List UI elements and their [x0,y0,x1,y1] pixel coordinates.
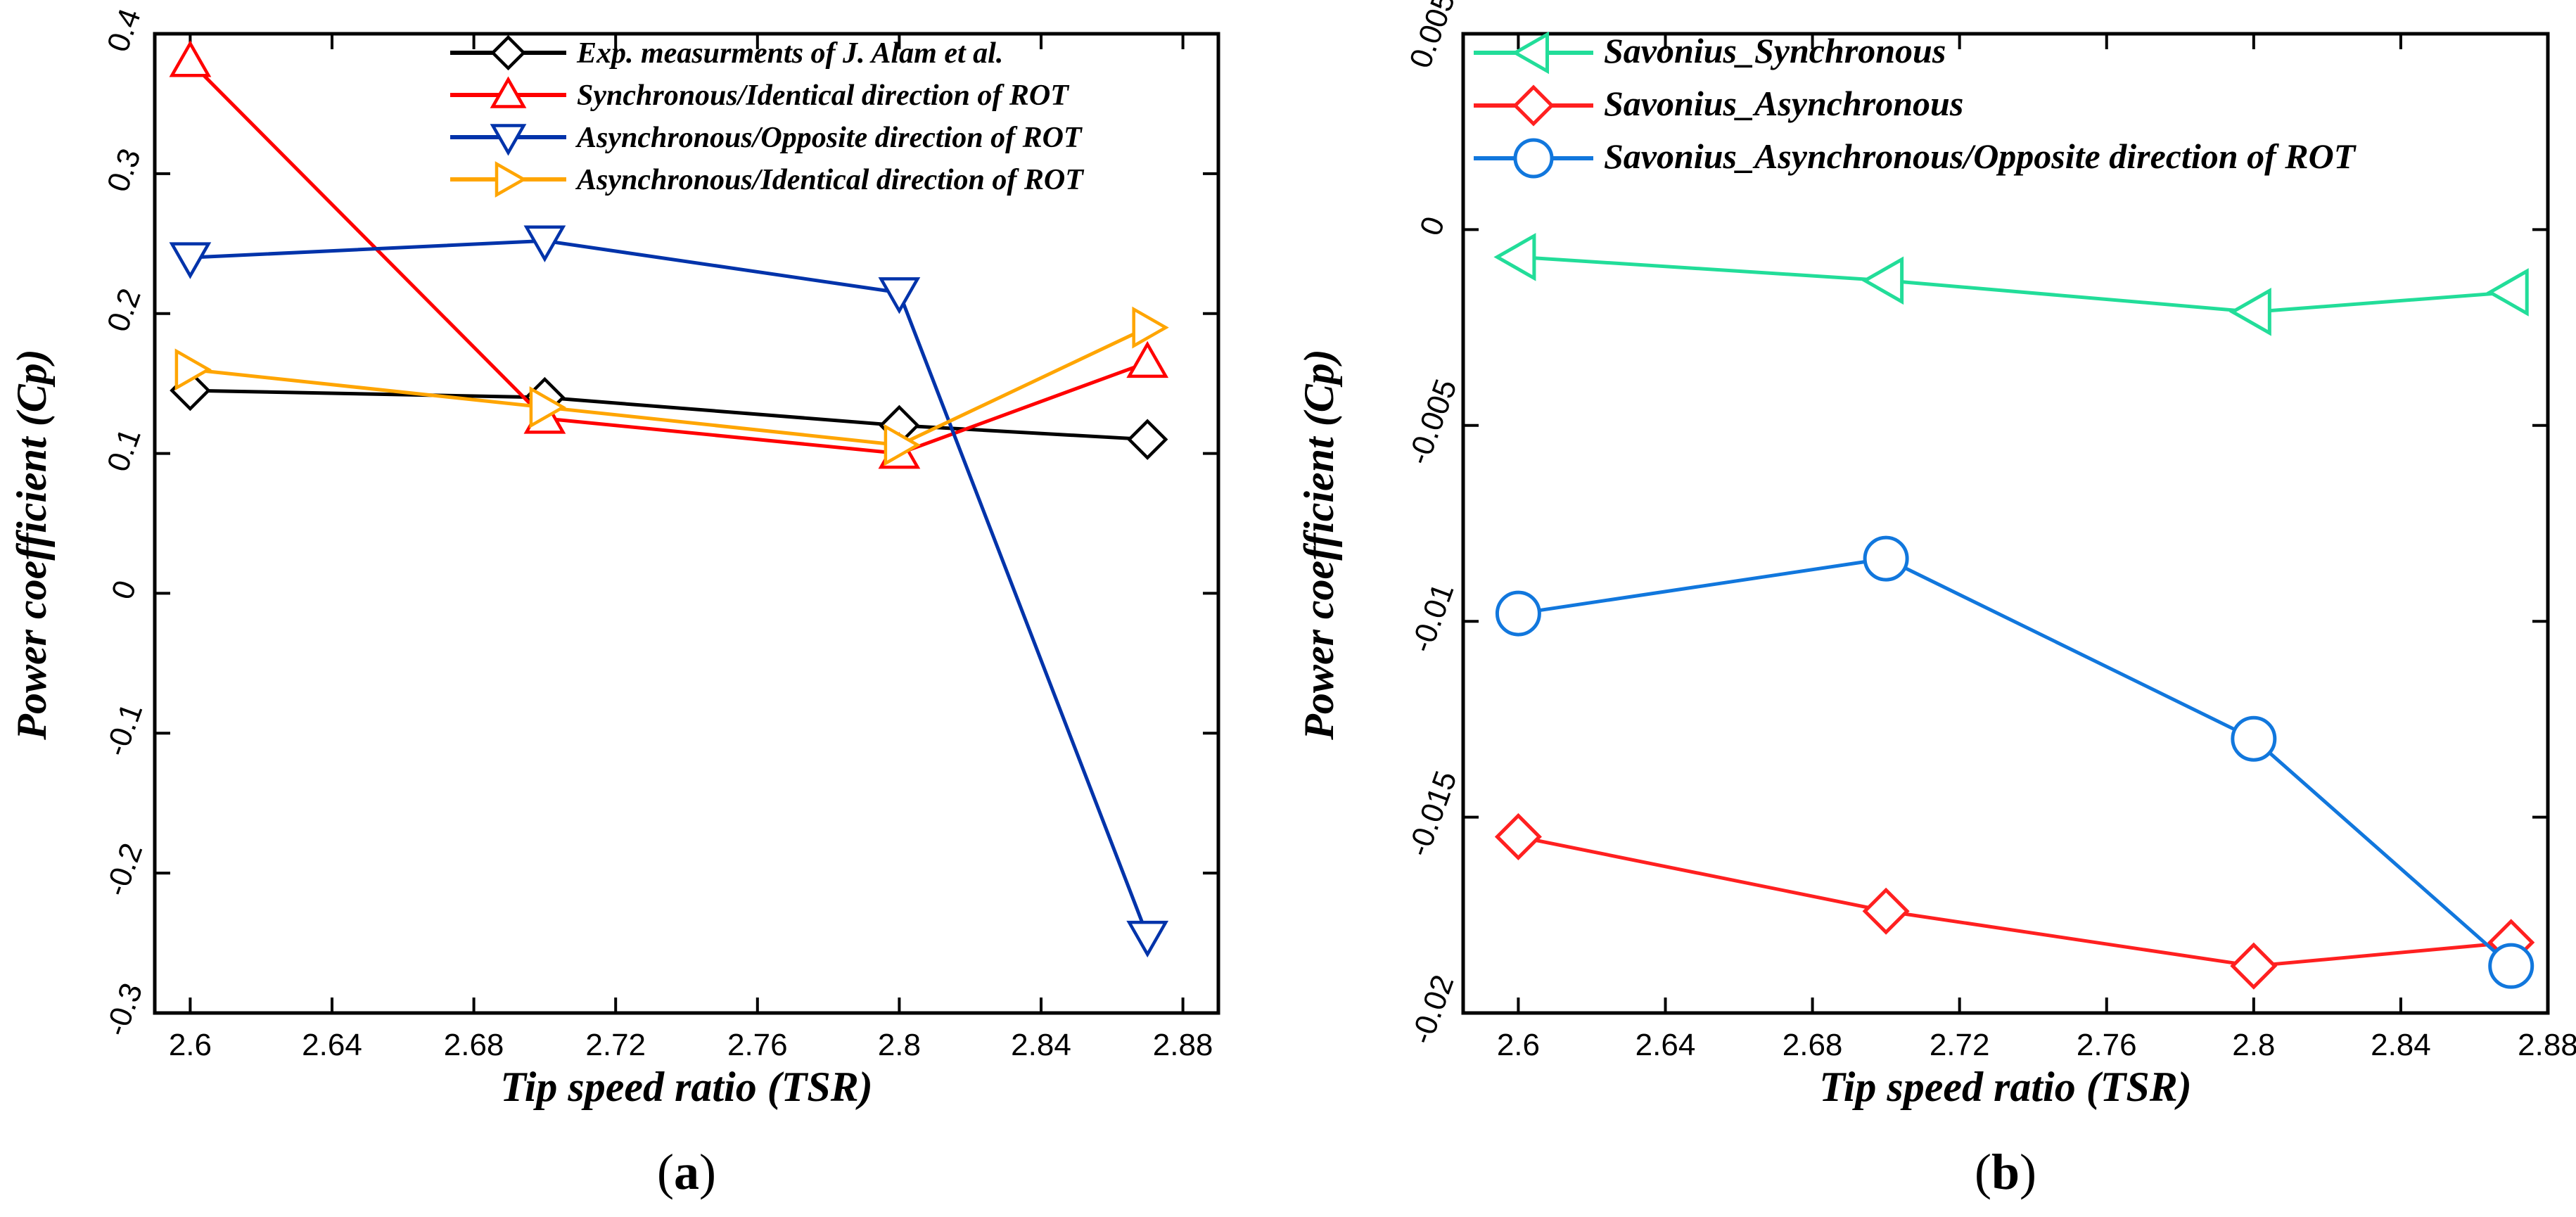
legend-marker [490,124,527,156]
y-axis-title: Power coefficient (Cp) [8,349,55,740]
legend: Exp. measurments of J. Alam et al. Synchr… [450,34,1085,198]
y-tick-label: 0 [105,576,143,604]
series-line [1517,834,2511,968]
legend-marker [490,34,526,71]
data-point [1126,340,1169,378]
y-tick-label: -0.01 [1404,579,1460,657]
series-line [1518,556,2513,968]
y-tick-label: -0.02 [1404,971,1460,1049]
legend-marker [490,76,527,108]
x-tick-label: 2.6 [1497,1028,1540,1062]
y-tick-label: 0.3 [101,144,148,196]
y-tick-label: 0.4 [101,4,148,56]
x-tick-label: 2.88 [2518,1028,2576,1062]
data-point [1493,233,1536,281]
data-point [174,348,212,391]
series-4 [174,306,1169,466]
x-tick-label: 2.72 [585,1028,646,1062]
legend-label: Asynchronous/Opposite direction of ROT [575,122,1083,154]
x-tick-label: 2.68 [444,1028,504,1062]
chart-panel-a: 2.6 2.64 2.68 2.72 2.76 2.8 2.84 2.88 -0.3 -0.2 -0… [8,4,1220,1200]
data-point [529,386,566,428]
legend-marker [1512,84,1555,127]
x-tick-label: 2.84 [2371,1028,2431,1062]
data-point [523,225,566,262]
data-point [169,40,212,77]
series-2 [1494,813,2535,990]
legend-label: Asynchronous/Identical direction of ROT [575,164,1085,196]
series-line [190,388,1148,442]
y-axis-title: Power coefficient (Cp) [1296,349,1342,740]
x-tick-label: 2.64 [1635,1028,1696,1062]
x-tick-label: 2.8 [878,1028,921,1062]
series-1 [1493,233,2529,336]
legend-marker [495,161,528,198]
series-line [190,326,1149,447]
x-tick-label: 2.88 [1153,1028,1213,1062]
legend: Savonius_Synchronous Savonius_Asynchronou… [1474,31,2357,179]
x-tick-label: 2.76 [727,1028,788,1062]
x-tick-label: 2.76 [2077,1028,2137,1062]
data-point [2230,942,2278,990]
data-point [1862,887,1910,935]
series-3 [1495,535,2534,989]
legend-label: Synchronous/Identical direction of ROT [577,79,1070,112]
plot-frame [1461,32,2550,1015]
x-tick-label: 2.6 [169,1028,212,1062]
data-point [169,242,212,279]
legend-label: Savonius_Synchronous [1604,31,1946,70]
x-tick-label: 2.68 [1783,1028,1843,1062]
data-point [878,277,921,314]
y-tick-label: 0.005 [1403,0,1462,72]
y-tick-label: -0.2 [98,839,149,900]
x-axis-title: Tip speed ratio (TSR) [500,1064,872,1110]
data-point [2486,268,2529,317]
data-point [1495,590,1541,637]
x-tick-label: 2.8 [2232,1028,2275,1062]
legend-label: Exp. measurments of J. Alam et al. [576,37,1003,70]
series-3 [169,225,1169,958]
panel-label: (a) [657,1144,716,1200]
y-tick-label: 0.2 [101,284,148,336]
series-line [190,238,1149,937]
data-point [1127,419,1168,460]
x-axis-title: Tip speed ratio (TSR) [1819,1064,2191,1110]
data-point [1861,256,1904,305]
y-tick-label: -0.005 [1401,375,1464,469]
data-point [2231,715,2277,762]
x-tick-label: 2.64 [302,1028,362,1062]
y-tick-label: 0 [1413,212,1451,241]
legend-label: Savonius_Asynchronous/Opposite direction… [1604,136,2357,176]
series-line [1518,255,2511,314]
y-tick-label: -0.1 [98,699,149,760]
data-point [884,423,921,466]
series-line [189,60,1149,456]
data-point [2488,943,2534,989]
data-point [1863,535,1909,582]
legend-marker [1511,31,1549,75]
panel-label: (b) [1975,1144,2036,1200]
data-point [1132,306,1169,349]
chart-panel-b: 2.6 2.64 2.68 2.72 2.76 2.8 2.84 2.88 -0.02 -0.01… [1296,0,2576,1200]
data-point [1494,813,1542,860]
y-tick-label: -0.015 [1401,767,1464,861]
plot-frame [153,32,1220,1015]
data-point [1126,920,1169,958]
legend-label: Savonius_Asynchronous [1604,84,1963,123]
data-point [2229,288,2271,336]
x-tick-label: 2.72 [1930,1028,1990,1062]
y-tick-label: -0.3 [98,979,149,1040]
legend-marker [1513,138,1554,179]
x-tick-label: 2.84 [1011,1028,1071,1062]
y-tick-label: 0.1 [101,423,148,476]
